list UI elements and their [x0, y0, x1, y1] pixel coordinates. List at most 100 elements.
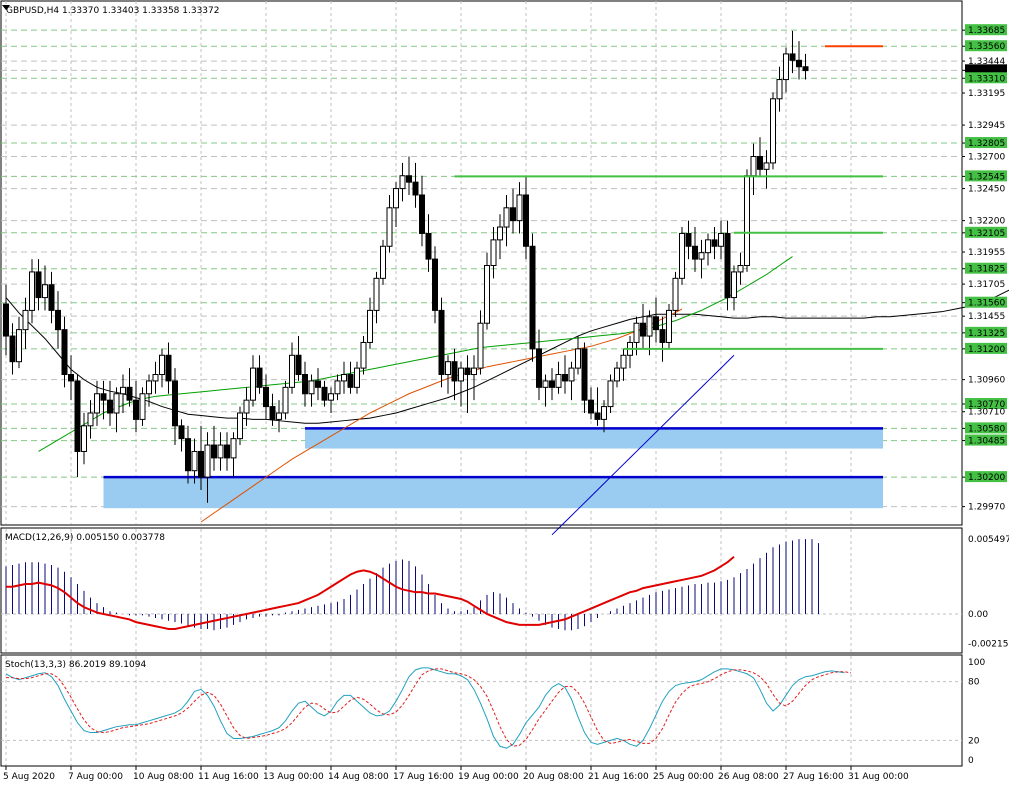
level-price-box: [965, 262, 1007, 274]
macd-signal-path: [6, 556, 735, 630]
candle-body: [731, 271, 737, 299]
price-tick-label: 1.30710: [968, 408, 1005, 418]
candle-body: [640, 322, 646, 337]
candle-body: [503, 207, 510, 228]
candle-body: [542, 380, 549, 388]
candle-body: [16, 329, 22, 363]
candles: [3, 30, 809, 503]
candle-body: [393, 188, 399, 209]
price-pane[interactable]: GBPUSD,H4 1.33370 1.33403 1.33358 1.3337…: [0, 0, 1009, 536]
candle-body: [42, 284, 48, 299]
level-price-box: [965, 226, 1007, 238]
candle-body: [55, 309, 61, 331]
price-pane-border: [0, 0, 963, 526]
time-tick-label: 14 Aug 08:00: [328, 772, 389, 782]
level-price-box: [965, 342, 1007, 354]
support-zone: [103, 477, 883, 509]
level-price-box: [965, 72, 1007, 84]
candle-body: [185, 438, 191, 472]
candle-body: [139, 393, 146, 420]
candle-body: [614, 367, 620, 382]
candle-body: [243, 399, 250, 414]
candle-body: [471, 367, 477, 376]
candle-body: [672, 277, 679, 311]
stochastic-label: Stoch(13,3,3) 86.2019 89.1094: [5, 660, 146, 670]
stochastic-pane-border: [0, 654, 963, 767]
candle-body: [269, 406, 276, 420]
candle-body: [315, 380, 321, 388]
candle-body: [406, 175, 412, 183]
level-price-box: [965, 422, 1007, 434]
candle-body: [575, 348, 581, 369]
current-price-box: [965, 64, 1007, 76]
price-tick-label: 1.32945: [968, 121, 1005, 131]
candle-body: [100, 393, 107, 401]
candle-body: [653, 316, 659, 331]
candle-body: [321, 386, 328, 401]
candle-body: [256, 367, 263, 388]
price-tick-label: 1.30485: [968, 437, 1005, 447]
price-tick-label: 1.31325: [968, 329, 1005, 339]
candle-body: [620, 354, 627, 369]
candle-body: [328, 393, 334, 401]
candle-body: [198, 450, 204, 478]
level-price-box: [965, 24, 1007, 36]
candle-body: [594, 412, 601, 420]
candle-body: [152, 374, 159, 382]
candle-body: [289, 354, 295, 388]
macd-tick-label: 0.005497: [968, 535, 1009, 545]
candle-body: [308, 380, 315, 395]
price-tick-label: 1.32200: [968, 217, 1005, 227]
price-tick-label: 1.30960: [968, 376, 1005, 386]
candle-body: [250, 367, 256, 401]
time-tick-label: 19 Aug 00:00: [458, 772, 519, 782]
candle-body: [588, 399, 594, 414]
time-tick-label: 10 Aug 08:00: [133, 772, 194, 782]
price-tick-label: 1.32805: [968, 139, 1005, 149]
candle-body: [230, 438, 237, 459]
price-tick-label: 1.31200: [968, 345, 1005, 355]
dropdown-triangle-icon[interactable]: [2, 5, 10, 10]
candle-body: [705, 239, 711, 254]
price-tick-label: 1.33560: [968, 42, 1005, 52]
candle-body: [633, 322, 640, 343]
candle-body: [133, 399, 139, 420]
candle-body: [61, 329, 68, 376]
stochastic-pane[interactable]: Stoch(13,3,3) 86.2019 89.1094: [0, 654, 963, 767]
candle-body: [94, 393, 100, 414]
candle-body: [523, 194, 529, 247]
price-tick-label: 1.31705: [968, 280, 1005, 290]
candle-body: [679, 232, 685, 279]
candle-body: [802, 66, 809, 72]
price-tick-label: 1.33310: [968, 74, 1005, 84]
candle-body: [107, 399, 113, 414]
level-price-box: [965, 398, 1007, 410]
candle-body: [419, 194, 425, 234]
candle-body: [789, 53, 796, 61]
candle-body: [562, 374, 568, 382]
support-zone: [305, 428, 883, 449]
price-tick-label: 1.33685: [968, 26, 1005, 36]
price-tick-label: 1.31560: [968, 299, 1005, 309]
price-tick-label: 1.30580: [968, 424, 1005, 434]
candle-body: [724, 232, 731, 299]
candle-body: [373, 277, 380, 311]
candle-body: [224, 444, 230, 459]
candle-body: [555, 374, 562, 388]
level-price-box: [965, 296, 1007, 308]
stoch-tick-label: 0: [968, 756, 974, 766]
candle-body: [432, 258, 438, 311]
level-price-box: [965, 40, 1007, 52]
macd-pane[interactable]: MACD(12,26,9) 0.005150 0.003778: [0, 527, 963, 654]
level-price-box: [965, 170, 1007, 182]
sma-long-line: [551, 354, 735, 536]
candle-body: [217, 444, 224, 459]
price-tick-label: 1.33372: [968, 66, 1005, 76]
candle-body: [35, 271, 42, 299]
time-tick-label: 7 Aug 00:00: [68, 772, 123, 782]
candle-body: [529, 245, 536, 350]
time-tick-label: 17 Aug 16:00: [393, 772, 454, 782]
candle-body: [172, 380, 178, 427]
